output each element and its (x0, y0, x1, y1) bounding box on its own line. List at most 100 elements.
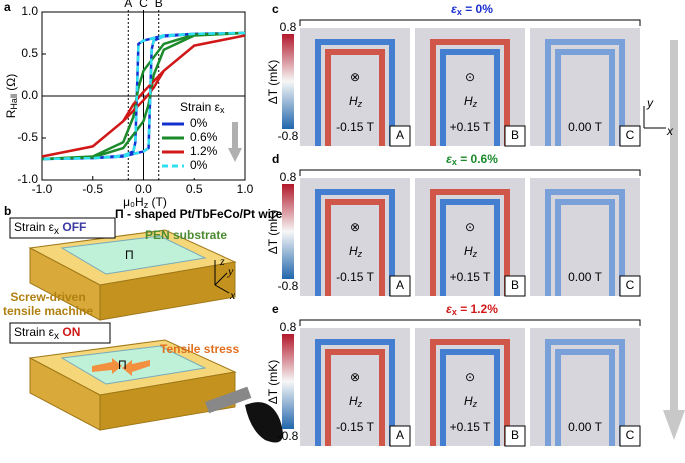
field-value: 0.00 T (568, 120, 602, 134)
field-value: -0.15 T (336, 120, 374, 134)
colorbar-min: -0.8 (278, 429, 299, 443)
text-part: = 0% (462, 2, 493, 16)
field-value: 0.00 T (568, 420, 602, 434)
map-letter: C (626, 278, 635, 292)
field-value: -0.15 T (336, 270, 374, 284)
text-part: (Ω) (4, 74, 18, 94)
strain-label: Strain εx OFF (14, 220, 86, 236)
field-symbol: ⊗ (350, 220, 360, 234)
field-name: Hz (464, 394, 478, 409)
letter-box (389, 425, 411, 447)
text-part: (T) (148, 195, 167, 209)
colorbar-label: ΔT (mK) (266, 360, 280, 404)
legend-label: 0% (190, 116, 208, 130)
signal-inner (325, 49, 385, 146)
legend-title: Strain εx (180, 100, 225, 115)
signal-outer (545, 39, 625, 146)
colorbar (282, 184, 294, 279)
map-letter: B (511, 428, 519, 442)
marker-label: B (155, 0, 163, 10)
device-on (28, 339, 283, 443)
colorbar-max: 0.8 (280, 170, 297, 184)
legend-label: 1.2% (190, 144, 218, 158)
axis-arrow (214, 284, 230, 294)
stress-label: Tensile stress (160, 342, 239, 356)
x-tick-label: -0.5 (82, 182, 103, 196)
text-part: ε (451, 2, 457, 16)
hysteresis-loop (41, 31, 246, 161)
colorbar (282, 34, 294, 129)
text-part: x (452, 307, 457, 317)
device-off (28, 229, 237, 321)
field-name: Hz (349, 94, 363, 109)
field-value: +0.15 T (450, 420, 491, 434)
map-letter: B (511, 278, 519, 292)
x-tick-label: -1.0 (32, 182, 53, 196)
axis-label: x (229, 288, 236, 302)
brace (299, 319, 641, 326)
y-tick-label: 0.5 (21, 46, 38, 60)
marker-label: C (139, 0, 148, 10)
field-value: 0.00 T (568, 270, 602, 284)
y-tick-label: -0.5 (17, 130, 38, 144)
letter-box (619, 275, 641, 297)
field-name: Hz (464, 244, 478, 259)
y-tick-label: 1.0 (21, 4, 38, 18)
hysteresis-loop (41, 31, 246, 161)
field-symbol: ⊗ (350, 70, 360, 84)
field-symbol: ⊙ (465, 70, 475, 84)
text-part: ON (59, 325, 80, 339)
map-letter: B (511, 128, 519, 142)
legend-label: 0% (190, 158, 208, 172)
field-value: -0.15 T (336, 420, 374, 434)
text-part: μ₀H (123, 195, 144, 209)
x-tick-label: 0.5 (186, 182, 203, 196)
field-symbol: ⊙ (465, 370, 475, 384)
text-part: z (472, 99, 478, 109)
substrate-label: PEN substrate (145, 228, 227, 242)
x-tick-label: 0.0 (135, 182, 152, 196)
x-axis-label: μ₀Hz (T) (123, 195, 167, 210)
signal-inner (555, 349, 615, 446)
text-part: H (349, 94, 358, 108)
y-tick-label: 0.0 (21, 88, 38, 102)
text-part: H (464, 394, 473, 408)
axis-label: z (219, 254, 225, 268)
machine-label: Screw-driven (10, 290, 85, 304)
letter-box (504, 425, 526, 447)
map-letter: A (396, 278, 404, 292)
text-part: x (457, 7, 462, 17)
field-name: Hz (464, 94, 478, 109)
colorbar-label: ΔT (mK) (266, 60, 280, 104)
marker-label: A (124, 0, 132, 10)
letter-box (619, 425, 641, 447)
text-part: ε (446, 152, 452, 166)
text-part: ε (446, 302, 452, 316)
row-title: εx = 1.2% (446, 302, 498, 317)
field-symbol: ⊗ (350, 370, 360, 384)
y-tick-label: -1.0 (17, 172, 38, 186)
letter-box (504, 125, 526, 147)
text-part: H (464, 244, 473, 258)
text-part: = 1.2% (457, 302, 498, 316)
signal-outer (545, 189, 625, 296)
text-part: x (54, 226, 59, 237)
strain-box (9, 322, 111, 344)
panel-label: e (272, 302, 279, 316)
colorbar-max: 0.8 (280, 320, 297, 334)
map-letter: C (626, 128, 635, 142)
signal-outer (430, 189, 510, 296)
panel-label: c (272, 2, 279, 16)
signal-inner (325, 349, 385, 446)
signal-outer (315, 339, 395, 446)
colorbar-label: ΔT (mK) (266, 210, 280, 254)
colorbar-min: -0.8 (278, 279, 299, 293)
signal-outer (545, 339, 625, 446)
text-part: Strain ε (14, 220, 55, 234)
signal-outer (430, 39, 510, 146)
row-title: εx = 0% (451, 2, 493, 17)
text-part: Hall (9, 94, 19, 110)
text-part: z (357, 99, 363, 109)
signal-inner (440, 349, 500, 446)
